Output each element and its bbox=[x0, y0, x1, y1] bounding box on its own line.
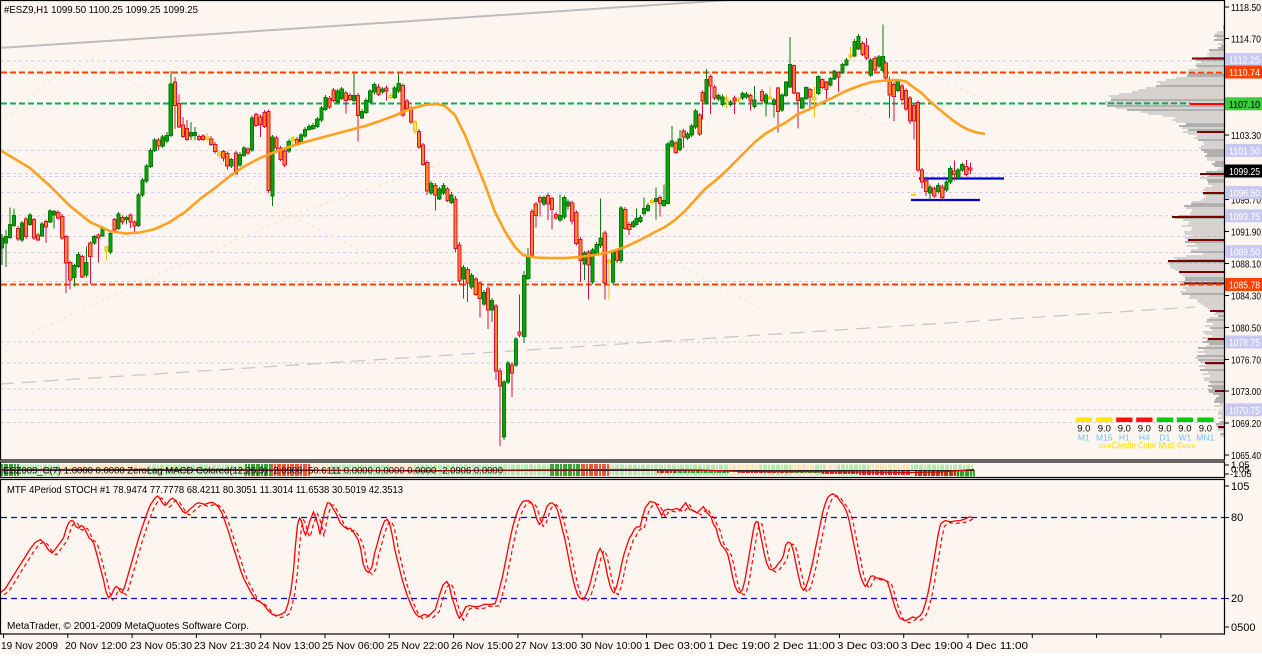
svg-text:1084.30: 1084.30 bbox=[1231, 291, 1261, 303]
svg-text:1 Dec 03:00: 1 Dec 03:00 bbox=[644, 640, 706, 652]
svg-text:1078.75: 1078.75 bbox=[1229, 337, 1260, 349]
svg-text:#ESZ9,H1 1099.50 1100.25 1099: #ESZ9,H1 1099.50 1100.25 1099.25 1099.25 bbox=[4, 4, 198, 16]
svg-text:80: 80 bbox=[1231, 512, 1243, 524]
svg-text:3 Dec 19:00: 3 Dec 19:00 bbox=[901, 640, 963, 652]
svg-text:2 Dec 11:00: 2 Dec 11:00 bbox=[773, 640, 835, 652]
svg-text:1114.70: 1114.70 bbox=[1231, 34, 1261, 46]
svg-text:25 Nov 06:00: 25 Nov 06:00 bbox=[322, 640, 384, 652]
svg-text:W1: W1 bbox=[1179, 433, 1192, 443]
svg-text:27 Nov 13:00: 27 Nov 13:00 bbox=[515, 640, 577, 652]
svg-text:1065.40: 1065.40 bbox=[1231, 450, 1261, 462]
svg-text:25 Nov 22:00: 25 Nov 22:00 bbox=[387, 640, 449, 652]
svg-text:1112.25: 1112.25 bbox=[1229, 55, 1260, 67]
svg-text:M1: M1 bbox=[1078, 433, 1090, 443]
svg-text:H4: H4 bbox=[1139, 433, 1150, 443]
svg-text:1101.50: 1101.50 bbox=[1229, 145, 1260, 157]
svg-text:0500: 0500 bbox=[1231, 622, 1255, 634]
svg-text:-1.05: -1.05 bbox=[1230, 469, 1252, 480]
svg-text:26 Nov 15:00: 26 Nov 15:00 bbox=[451, 640, 513, 652]
svg-text:1069.20: 1069.20 bbox=[1231, 418, 1261, 430]
svg-text:19 Nov 2009: 19 Nov 2009 bbox=[1, 640, 58, 652]
svg-text:9.0: 9.0 bbox=[1138, 424, 1151, 435]
svg-text:MetaTrader, © 2001-2009 MetaQu: MetaTrader, © 2001-2009 MetaQuotes Softw… bbox=[7, 620, 249, 632]
svg-text:M15: M15 bbox=[1096, 433, 1113, 443]
svg-text:1085.78: 1085.78 bbox=[1229, 280, 1260, 292]
svg-text:1073.00: 1073.00 bbox=[1231, 386, 1261, 398]
svg-text:23 Nov 05:30: 23 Nov 05:30 bbox=[130, 640, 192, 652]
svg-text:1096.50: 1096.50 bbox=[1229, 188, 1260, 200]
svg-text:1 Dec 19:00: 1 Dec 19:00 bbox=[708, 640, 770, 652]
svg-text:1.05: 1.05 bbox=[1231, 460, 1250, 471]
svg-text:1103.30: 1103.30 bbox=[1231, 130, 1261, 142]
svg-text:9.0: 9.0 bbox=[1178, 424, 1191, 435]
svg-text:1089.50: 1089.50 bbox=[1229, 247, 1260, 259]
svg-text:1091.90: 1091.90 bbox=[1231, 227, 1261, 239]
svg-text:30 Nov 10:00: 30 Nov 10:00 bbox=[580, 640, 642, 652]
svg-text:H1: H1 bbox=[1119, 433, 1130, 443]
svg-text:1088.10: 1088.10 bbox=[1231, 259, 1261, 271]
svg-text:3 Dec 03:00: 3 Dec 03:00 bbox=[837, 640, 899, 652]
svg-text:1118.50: 1118.50 bbox=[1231, 2, 1261, 14]
svg-text:9.0: 9.0 bbox=[1199, 424, 1212, 435]
svg-text:1093.75: 1093.75 bbox=[1229, 211, 1260, 223]
svg-text:23 Nov 21:30: 23 Nov 21:30 bbox=[194, 640, 256, 652]
svg-text:24 Nov 13:00: 24 Nov 13:00 bbox=[258, 640, 320, 652]
svg-text:MN1: MN1 bbox=[1196, 433, 1214, 443]
svg-text:105: 105 bbox=[1231, 481, 1249, 493]
svg-text:9.0: 9.0 bbox=[1158, 424, 1171, 435]
svg-text:1099.25: 1099.25 bbox=[1229, 166, 1260, 178]
svg-text:9.0: 9.0 bbox=[1077, 424, 1090, 435]
svg-text:D1: D1 bbox=[1159, 433, 1170, 443]
svg-text:1110.74: 1110.74 bbox=[1229, 67, 1260, 79]
svg-text:20: 20 bbox=[1231, 593, 1243, 605]
svg-text:1107.10: 1107.10 bbox=[1229, 99, 1260, 111]
svg-text:1080.50: 1080.50 bbox=[1231, 323, 1261, 335]
svg-text:0.05: 0.05 bbox=[1231, 465, 1250, 476]
svg-text:1076.70: 1076.70 bbox=[1231, 355, 1261, 367]
svg-text:MTF 4Period STOCH #1 78.9474: MTF 4Period STOCH #1 78.9474 77.7778 68.… bbox=[7, 484, 403, 496]
svg-text:9.0: 9.0 bbox=[1098, 424, 1111, 435]
svg-text:20 Nov 12:00: 20 Nov 12:00 bbox=[65, 640, 127, 652]
svg-text:4 Dec 11:00: 4 Dec 11:00 bbox=[966, 640, 1028, 652]
svg-text:»»»Candle Color Multi ©«««: »»»Candle Color Multi ©««« bbox=[1099, 441, 1196, 451]
svg-text:ESZ009_C(7) 1.0000 0.0000 Zero: ESZ009_C(7) 1.0000 0.0000 ZeroLag MACD C… bbox=[3, 466, 503, 477]
svg-text:9.0: 9.0 bbox=[1118, 424, 1131, 435]
svg-text:1070.75: 1070.75 bbox=[1229, 405, 1260, 417]
